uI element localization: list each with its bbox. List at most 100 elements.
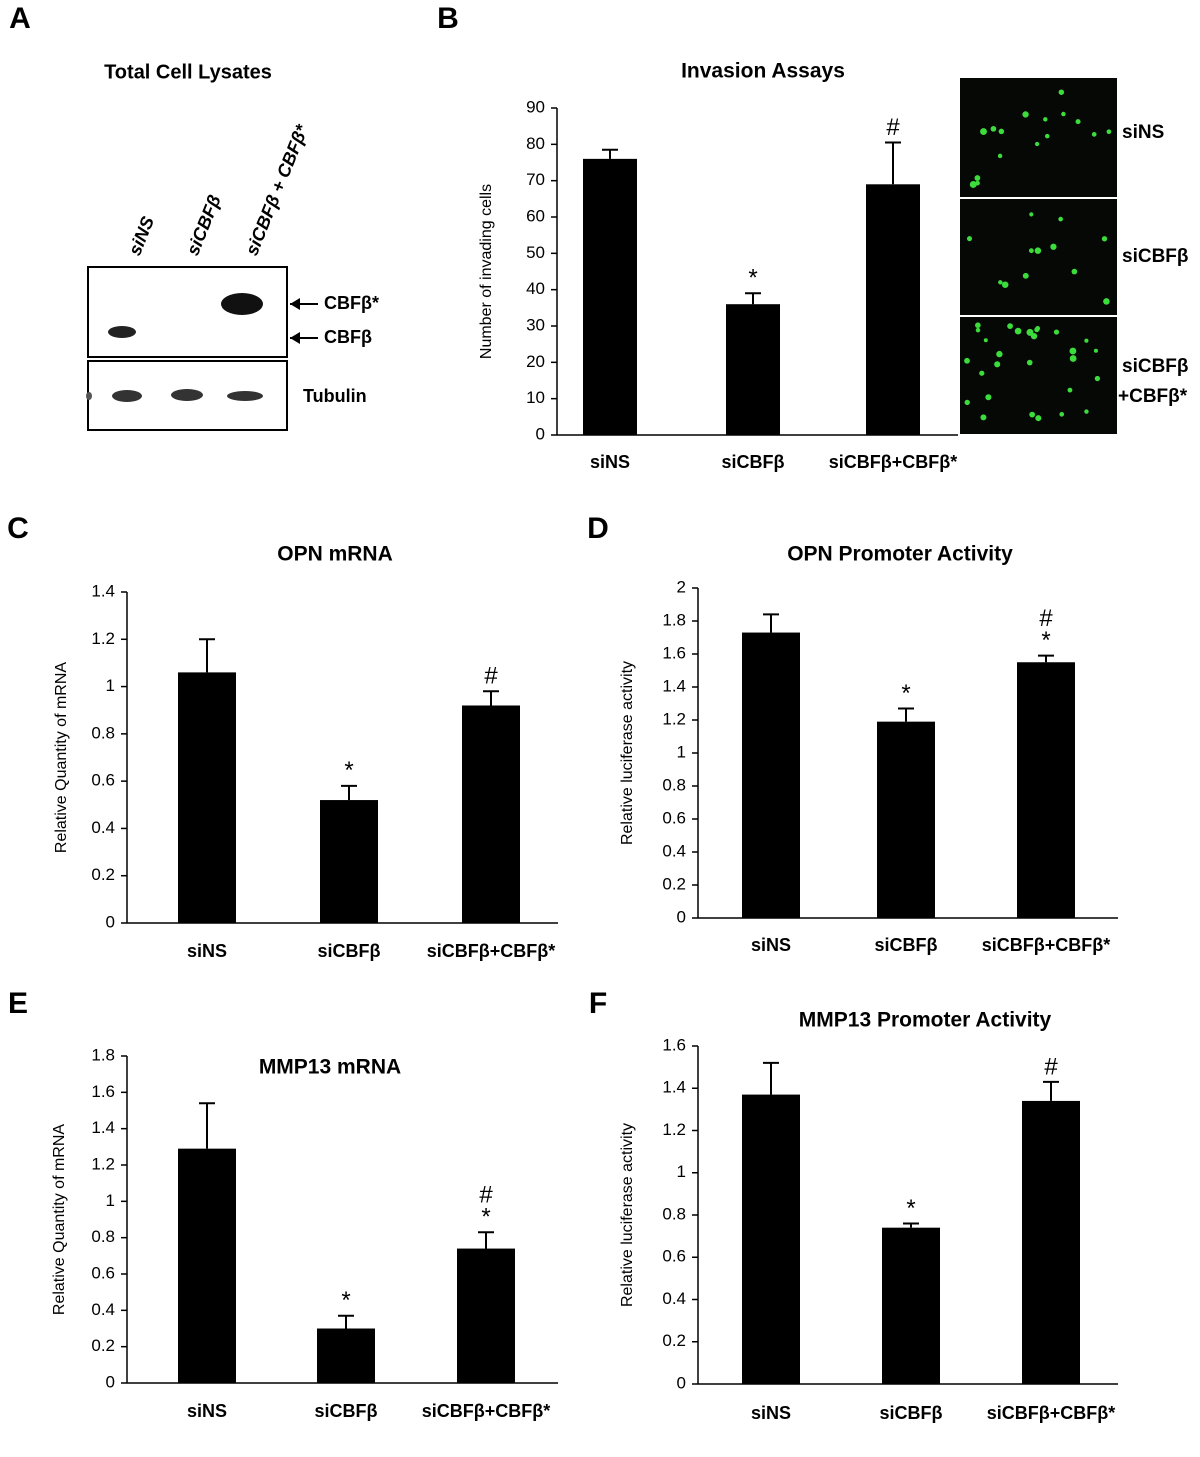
x-tick-label: siNS [590,452,630,472]
x-tick-label: siCBFβ+CBFβ* [427,941,556,961]
panel-label: D [587,512,609,545]
significance-mark: # [479,1182,493,1209]
error-bar [478,1231,494,1249]
significance-mark: # [1039,605,1053,632]
error-bar [483,690,499,706]
y-tick-label: 0.2 [91,1336,115,1355]
x-tick-label: siCBFβ [722,452,785,472]
y-tick-label: 0 [106,1372,115,1391]
bar [1017,662,1075,918]
y-tick-label: 1 [677,1162,686,1181]
significance-mark: * [344,757,353,784]
cell-dot [964,357,970,364]
significance-mark: # [484,663,498,690]
significance-mark: * [1041,627,1050,654]
lane-label: siCBFβ + CBFβ* [242,121,313,258]
significance-mark: * [748,265,757,292]
cell-dot [985,394,992,401]
y-tick-label: 0.2 [91,865,115,884]
cell-dot [1034,247,1042,254]
cell-dot [1106,129,1112,135]
cell-dot [1026,359,1033,366]
arrow-head [290,332,300,344]
x-tick-label: siCBFβ [875,935,938,955]
significance-mark: * [906,1195,915,1222]
error-bar [1043,1080,1059,1101]
cell-dot [1029,411,1036,418]
y-tick-label: 1.2 [662,709,686,728]
y-tick-label: 30 [526,315,545,334]
chart-title: MMP13 Promoter Activity [799,1009,1052,1032]
lane-label: siNS [125,214,159,259]
bar [462,705,520,923]
cell-dot [1101,236,1108,242]
x-tick-label: siCBFβ+CBFβ* [982,935,1111,955]
bar [583,158,637,435]
y-tick-label: 1.2 [662,1120,686,1139]
cell-dot [1043,117,1048,122]
cell-dot [1061,111,1066,117]
cell-dot [1084,409,1089,414]
y-tick-label: 0.4 [91,818,115,837]
cell-dot [1044,133,1050,139]
error-bar [763,1061,779,1095]
x-tick-label: siCBFβ [315,1401,378,1421]
cell-dot [964,399,970,406]
blot-box [87,266,288,358]
error-bar [341,784,357,801]
y-tick-label: 0 [106,912,115,931]
significance-mark: * [901,680,910,707]
y-axis-label: Relative luciferase activity [619,661,636,845]
significance-mark: * [341,1287,350,1314]
bar [726,304,780,435]
y-tick-label: 1 [106,1191,115,1210]
cell-dot [998,128,1005,135]
micrograph-label: siCBFβ [1122,246,1189,267]
panel-label: A [9,2,31,35]
cell-dot [975,180,980,186]
band [221,293,263,315]
panel-label: C [7,512,29,545]
cell-dot [997,153,1003,159]
cell-dot [1091,132,1097,137]
x-tick-label: siNS [751,935,791,955]
bar [742,632,800,918]
y-tick-label: 0.8 [662,775,686,794]
y-tick-label: 1 [106,676,115,695]
cell-dot [1022,272,1029,279]
y-tick-label: 1.6 [662,1035,686,1054]
cell-dot [1050,243,1057,250]
band [171,389,203,401]
y-tick-label: 1.4 [91,1118,115,1137]
y-tick-label: 1.2 [91,629,115,648]
significance-mark: # [886,114,900,141]
y-tick-label: 20 [526,352,545,371]
y-tick-label: 0.6 [91,1263,115,1282]
cell-dot [1058,216,1063,222]
micrograph-label: siCBFβ [1122,356,1189,377]
panel-label: E [8,987,28,1020]
micrographs [960,78,1117,434]
y-tick-label: 1.6 [662,643,686,662]
y-tick-label: 1.8 [662,610,686,629]
cell-dot [1058,89,1065,95]
band [86,392,92,400]
y-tick-label: 0.4 [91,1300,115,1319]
cell-dot [1053,329,1060,335]
y-tick-label: 1 [677,742,686,761]
arrow-head [290,298,300,310]
bar [317,1328,375,1383]
cell-dot [980,414,987,421]
chart-title: OPN Promoter Activity [787,543,1013,566]
bar [457,1248,515,1383]
x-tick-label: siNS [751,1403,791,1423]
micrograph-label: +CBFβ* [1118,386,1188,407]
cell-dot [980,128,987,135]
y-tick-label: 0.8 [91,1227,115,1246]
cell-dot [1035,415,1042,422]
y-tick-label: 1.8 [91,1045,115,1064]
bar [320,800,378,923]
y-tick-label: 1.6 [91,1082,115,1101]
cell-dot [1030,332,1038,340]
